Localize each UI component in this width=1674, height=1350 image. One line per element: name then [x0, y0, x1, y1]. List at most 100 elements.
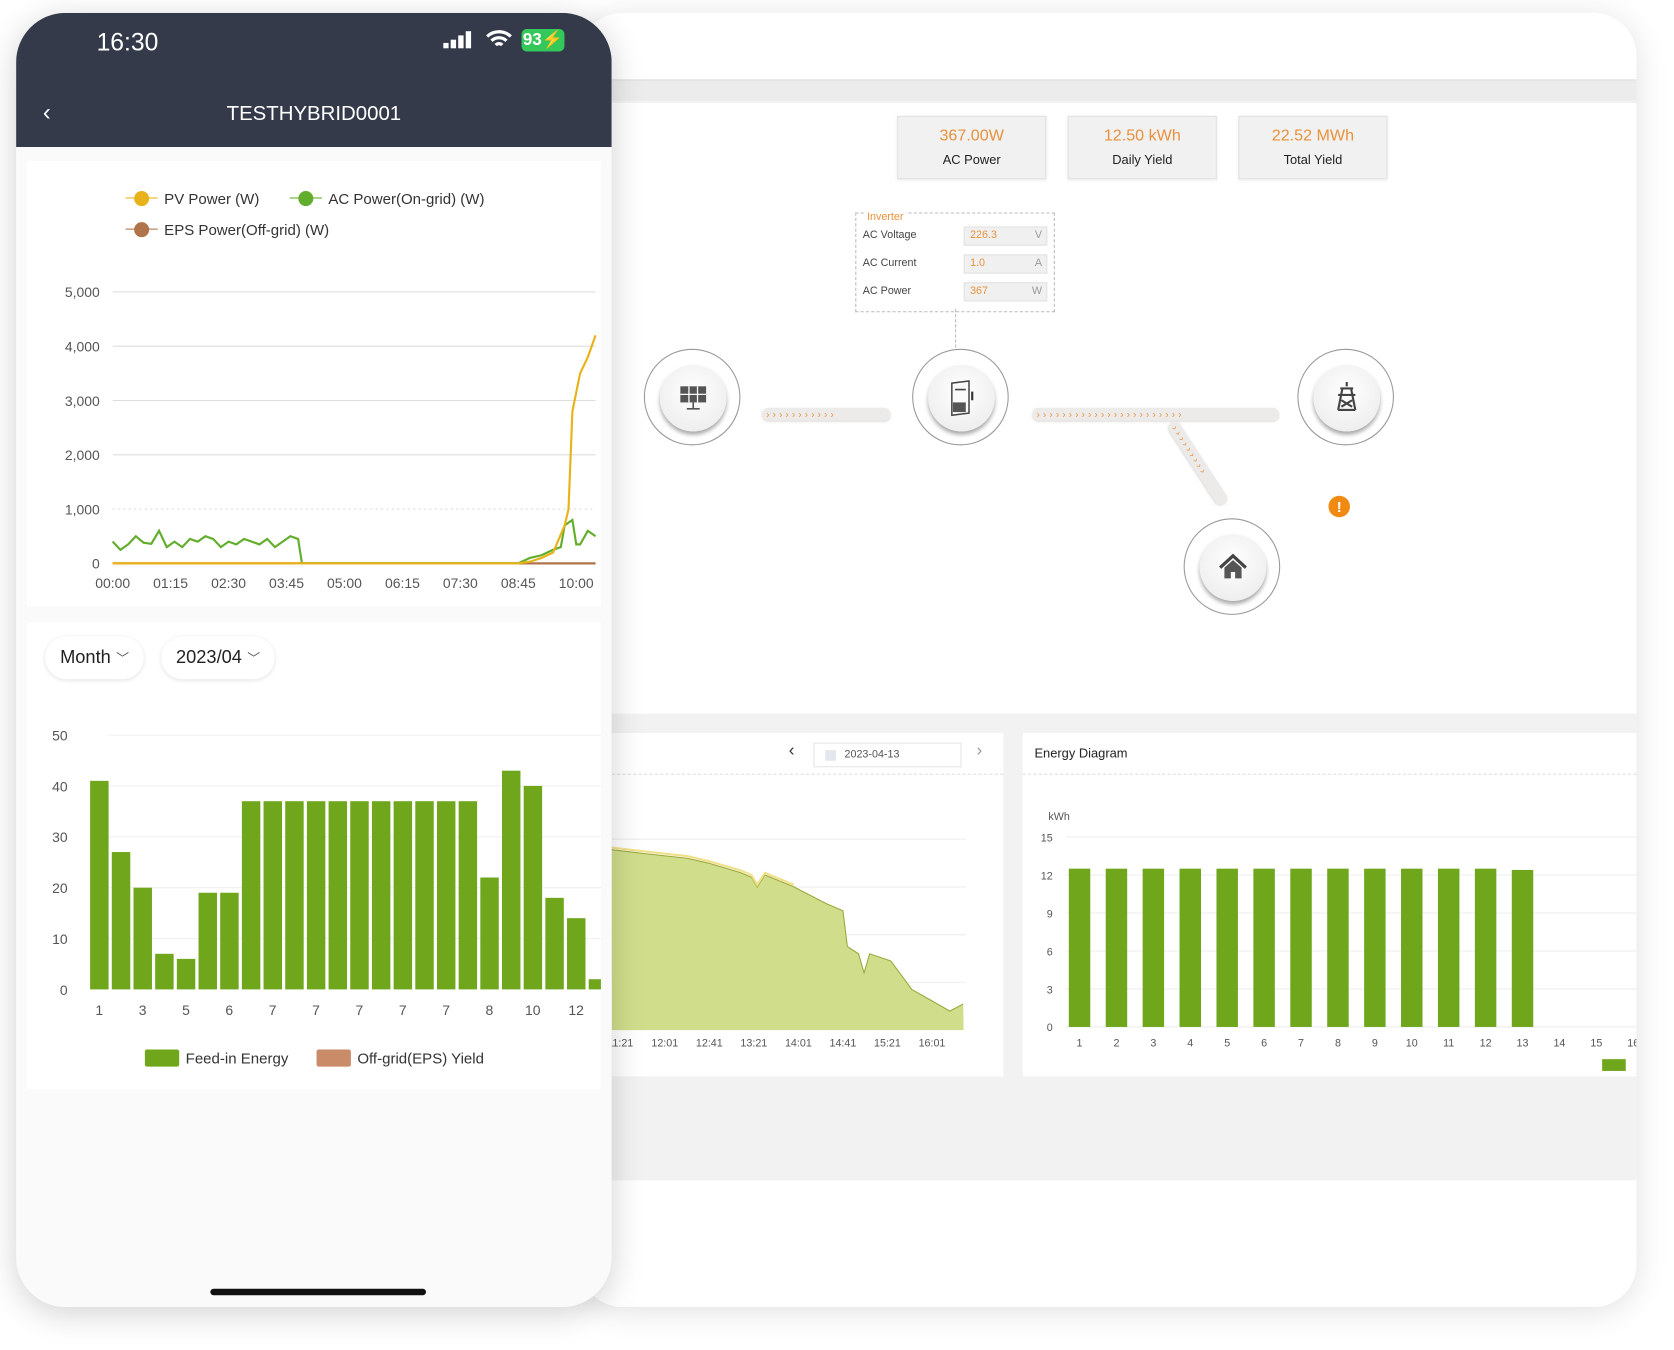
kpi-label: AC Power — [942, 152, 1001, 168]
row-value-box: 226.3 V — [963, 226, 1048, 246]
x-tick-label: 6 — [225, 1002, 233, 1018]
x-tick-label: 7 — [442, 1002, 450, 1018]
legend-marker — [289, 191, 322, 207]
legend-marker — [125, 191, 158, 207]
kpi-daily-yield: 12.50 kWh Daily Yield — [1067, 115, 1217, 180]
power-flow-panel: 367.00W AC Power 12.50 kWh Daily Yield 22.… — [611, 103, 1637, 714]
x-tick-label: 7 — [269, 1002, 277, 1018]
date-value: 2023-04-13 — [844, 749, 900, 761]
row-unit: W — [1031, 285, 1042, 298]
row-value: 1.0 — [970, 257, 986, 270]
home-node[interactable] — [1183, 518, 1281, 615]
x-tick-label: 12:41 — [696, 1037, 723, 1049]
legend-swatch — [144, 1049, 180, 1067]
row-value-box: 367 W — [963, 282, 1048, 302]
x-tick-label: 3 — [139, 1002, 147, 1018]
solar-node[interactable] — [643, 348, 741, 446]
y-tick-label: 6 — [1047, 946, 1053, 958]
bar — [133, 887, 152, 990]
date-select[interactable]: 2023/04 ﹀ — [160, 636, 276, 680]
x-tick-label: 08:45 — [501, 575, 536, 591]
y-tick-label: 15 — [1041, 832, 1053, 844]
x-tick-label: 7 — [312, 1002, 320, 1018]
legend-swatch-yield — [1602, 1059, 1626, 1071]
bar — [371, 801, 391, 990]
kpi-value: 12.50 kWh — [1103, 126, 1181, 145]
x-tick-label: 5 — [1224, 1037, 1230, 1049]
legend-feed-in[interactable]: Feed-in Energy — [144, 1049, 288, 1067]
warning-icon[interactable]: ! — [1328, 495, 1350, 518]
bar — [176, 958, 196, 990]
bar — [306, 801, 326, 990]
flow-solar-to-inverter: ››››››››››› — [761, 407, 891, 421]
bar — [285, 801, 304, 990]
y-tick-label: 0 — [92, 556, 100, 572]
bar — [1253, 868, 1275, 1027]
row-value: 367 — [970, 285, 988, 298]
y-tick-label: 12 — [1041, 870, 1053, 882]
inverter-row: AC Power 367 W — [863, 282, 1048, 302]
inverter-node[interactable] — [912, 348, 1009, 446]
bar — [1401, 868, 1423, 1027]
inverter-info-box: Inverter AC Voltage 226.3 V AC Current 1.0 A… — [855, 211, 1055, 313]
kpi-value: 22.52 MWh — [1271, 126, 1355, 145]
home-indicator — [210, 1288, 427, 1296]
legend-pv-power[interactable]: PV Power (W) — [125, 190, 259, 207]
kpi-total-yield: 22.52 MWh Total Yield — [1238, 115, 1388, 180]
legend-label: AC Power(On-grid) (W) — [328, 189, 485, 208]
x-tick-label: 11:21 — [612, 1037, 634, 1049]
kpi-value: 367.00W — [939, 126, 1004, 145]
energy-chart-card: Month ﹀ 2023/04 ﹀ 0 10 20 30 40 50 1 3 5 6 7 7 7 7 7 8 10 1… — [26, 622, 601, 1090]
page-title: TESTHYBRID0001 — [226, 103, 402, 126]
power-chart-card: PV Power (W) AC Power(On-grid) (W) EPS P… — [26, 160, 601, 607]
row-value-box: 1.0 A — [963, 254, 1048, 274]
wifi-icon — [486, 30, 512, 47]
toolbar-divider — [579, 79, 1637, 101]
monthly-bar-chart: 0 10 20 30 40 50 1 3 5 6 7 7 7 7 7 8 10 12 — [52, 727, 601, 1018]
bar — [241, 801, 261, 990]
x-tick-label: 5 — [182, 1002, 190, 1018]
y-tick-label: 3 — [1047, 984, 1053, 996]
y-tick-label: 10 — [52, 931, 68, 947]
area-fill — [611, 849, 964, 1031]
bar — [198, 892, 217, 990]
x-tick-label: 13:21 — [740, 1037, 767, 1049]
x-tick-label: 4 — [1187, 1037, 1193, 1049]
x-tick-label: 14:01 — [785, 1037, 812, 1049]
x-tick-label: 07:30 — [443, 575, 478, 591]
y-tick-label: 4,000 — [65, 339, 100, 355]
y-tick-label: 1,000 — [65, 501, 100, 517]
legend-off-grid[interactable]: Off-grid(EPS) Yield — [316, 1049, 484, 1067]
x-tick-label: 15:21 — [874, 1037, 901, 1049]
chevron-left-icon[interactable]: ‹ — [42, 98, 51, 126]
x-tick-label: 14:41 — [830, 1037, 857, 1049]
period-select[interactable]: Month ﹀ — [45, 636, 145, 680]
inverter-row: AC Current 1.0 A — [863, 254, 1048, 274]
calendar-icon — [825, 750, 836, 761]
x-tick-label: 11 — [1443, 1037, 1454, 1049]
bar — [90, 780, 109, 990]
next-date-button[interactable]: › — [976, 741, 983, 760]
y-tick-label: 3,000 — [65, 393, 100, 409]
bar — [155, 953, 174, 990]
x-tick-label: 7 — [355, 1002, 363, 1018]
bar — [393, 801, 413, 990]
bar — [501, 770, 521, 990]
x-tick-label: 1 — [1077, 1037, 1083, 1049]
grid-node[interactable] — [1297, 348, 1394, 446]
bar — [588, 979, 601, 990]
x-tick-label: 00:00 — [95, 575, 130, 591]
x-tick-label: 12 — [568, 1002, 584, 1018]
x-tick-label: 12 — [1480, 1037, 1492, 1049]
bar — [1142, 868, 1165, 1027]
prev-date-button[interactable]: ‹ — [788, 741, 795, 760]
x-tick-label: 10 — [1406, 1037, 1418, 1049]
legend-eps-power[interactable]: EPS Power(Off-grid) (W) — [125, 221, 329, 238]
solar-panel-icon — [680, 386, 707, 410]
bar — [220, 892, 239, 990]
legend-ac-power[interactable]: AC Power(On-grid) (W) — [289, 189, 485, 208]
x-tick-label: 7 — [399, 1002, 407, 1018]
connector-line — [955, 309, 957, 348]
date-picker[interactable]: 2023-04-13 — [813, 742, 962, 768]
inverter-title: Inverter — [864, 211, 906, 224]
